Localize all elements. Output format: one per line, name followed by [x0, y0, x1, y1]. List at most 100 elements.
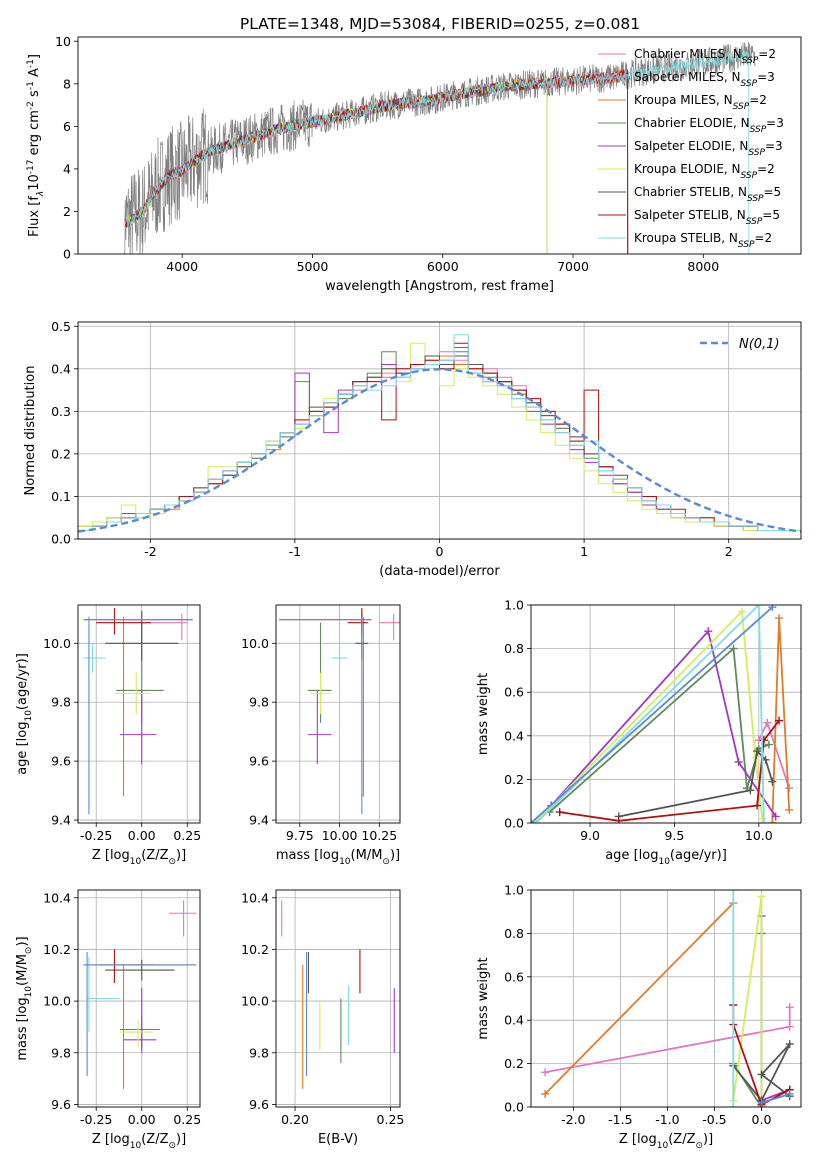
- y-axis-label-part: -17: [26, 160, 36, 175]
- panel-age-vs-mass: 9.75 10.00 10.25 9.4 9.6 9.8 10.0 mass [log10(M…: [241, 604, 401, 867]
- legend-label: Chabrier STELIB, NSSP=5: [634, 185, 781, 204]
- y-tick-label: 9.6: [249, 754, 269, 769]
- axes-frame: [530, 889, 802, 1108]
- panel-mass-vs-ebv: 0.20 0.25 9.6 9.8 10.0 10.2 10.4 E(B-V): [241, 889, 405, 1147]
- chart-title: PLATE=1348, MJD=53084, FIBERID=0255, z=0…: [240, 15, 640, 33]
- weight-marker: [775, 716, 784, 725]
- y-axis-label-part: -2: [26, 101, 36, 110]
- x-axis-label-part: age [: [605, 848, 638, 863]
- axes-frame: [77, 321, 802, 540]
- axes: 4000 5000 6000 7000 8000 0 2 4 6 8 10 wavelength [A…: [26, 34, 802, 294]
- legend-label: Chabrier ELODIE, NSSP=3: [634, 116, 784, 135]
- panel-age-vs-Z: -0.25 0.00 0.259.49.69.810.0Z [log10(Z/Z⊙)…: [15, 604, 201, 867]
- x-axis-label-part: log: [319, 848, 339, 863]
- y-axis-label-part: (M/M: [15, 954, 30, 986]
- x-tick-label: 0.25: [173, 828, 201, 843]
- x-axis-label-part: 10: [658, 857, 670, 867]
- x-axis-label-part: )]: [703, 1132, 713, 1147]
- x-axis-label: Z [log10(Z/Z⊙)]: [619, 1132, 713, 1151]
- weight-marker: [729, 644, 738, 653]
- y-tick-label: 0.0: [504, 1100, 524, 1115]
- x-axis-label-part: 10: [339, 857, 351, 867]
- x-axis-label: Z [log10(Z/Z⊙)]: [92, 848, 186, 867]
- panel-mass-weight-vs-Z: -2.0 -1.5 -1.0 -0.5 0.0 0.0 0.2 0.4 0.6 0.8 1.0 Z […: [476, 883, 802, 1151]
- legend-label-part: SSP: [746, 217, 763, 227]
- y-tick-label: 10.2: [241, 942, 269, 957]
- x-tick-label: 9.5: [664, 828, 684, 843]
- axes: 9.75 10.00 10.25 9.4 9.6 9.8 10.0 mass [log10(M…: [241, 604, 401, 867]
- panel-mass-weight-vs-age: 9.0 9.5 10.0 0.0 0.2 0.4 0.6 0.8 1.0 age [log10(a…: [476, 598, 802, 867]
- histogram-step-7: [78, 334, 801, 539]
- y-tick-label: 8: [63, 76, 71, 91]
- weight-line-1: [544, 902, 734, 1095]
- y-axis-label: Normed distribution: [23, 366, 38, 496]
- weight-marker: [768, 605, 777, 612]
- y-tick-label: 0.0: [504, 816, 524, 831]
- axes: -0.25 0.00 0.259.69.810.010.210.4Z [log10(…: [15, 889, 201, 1151]
- y-tick-label: 9.8: [249, 695, 269, 710]
- axes: -2 -1 0 1 2 0.0 0.1 0.2 0.3 0.4 0.5 (data-model)/er…: [23, 319, 802, 579]
- y-tick-label: 0.8: [504, 641, 524, 656]
- x-tick-label: -0.25: [80, 828, 112, 843]
- legend-label: Kroupa ELODIE, NSSP=2: [634, 162, 775, 181]
- legend-label-part: =3: [765, 139, 783, 153]
- x-axis-label-part: (age/yr)]: [670, 848, 727, 863]
- legend-label-part: Kroupa MILES, N: [634, 93, 733, 107]
- x-tick-label: 9.0: [580, 828, 600, 843]
- x-axis-label: (data-model)/error: [379, 564, 500, 579]
- legend-label-part: =2: [757, 162, 775, 176]
- weight-marker: [757, 892, 766, 901]
- weight-marker: [757, 1070, 766, 1079]
- legend-label-part: SSP: [741, 171, 758, 181]
- y-axis-label-part: 10: [27, 174, 42, 191]
- weight-marker: [614, 816, 623, 823]
- y-axis-label-part: mass [: [15, 1017, 30, 1060]
- x-tick-label: 0.00: [128, 1112, 156, 1127]
- x-axis-label-part: (Z/Z: [668, 1132, 695, 1147]
- y-axis-label-part: 10: [24, 986, 34, 998]
- legend-label-part: Chabrier ELODIE, N: [634, 116, 750, 130]
- y-tick-label: 0.6: [504, 969, 524, 984]
- x-axis-label-part: log: [639, 848, 659, 863]
- weight-line-2: [549, 646, 770, 813]
- y-tick-label: 0.6: [504, 685, 524, 700]
- x-tick-label: 0.25: [377, 1112, 405, 1127]
- weight-marker: [753, 801, 762, 810]
- y-tick-label: 0: [63, 247, 71, 262]
- legend-label-part: SSP: [741, 79, 758, 89]
- weight-marker: [754, 605, 763, 609]
- x-tick-label: 0.00: [128, 828, 156, 843]
- x-tick-label: 8000: [687, 259, 719, 274]
- x-axis-label: mass [log10(M/M⊙)]: [276, 848, 400, 867]
- y-axis-label-part: ⊙: [24, 947, 34, 955]
- legend-label-part: SSP: [750, 125, 767, 135]
- y-axis-label-part: (age/yr)]: [15, 653, 30, 710]
- legend-label: Salpeter STELIB, NSSP=5: [634, 208, 780, 227]
- y-tick-label: 10.4: [241, 890, 269, 905]
- legend-label-part: =2: [758, 47, 776, 61]
- weight-line-8: [531, 606, 773, 823]
- y-tick-label: 9.6: [51, 1097, 71, 1112]
- legend-label: Kroupa STELIB, NSSP=2: [634, 231, 772, 250]
- y-tick-label: 10.0: [241, 636, 269, 651]
- plot-area: [541, 890, 794, 1107]
- weight-marker: [785, 1003, 794, 1012]
- legend-label-part: SSP: [748, 148, 765, 158]
- x-axis-label-part: (Z/Z: [141, 848, 168, 863]
- x-axis-label-part: ⊙: [168, 857, 176, 867]
- plot-area: [123, 41, 756, 254]
- plot-area: [78, 334, 801, 539]
- plot-area: [279, 607, 400, 815]
- x-tick-label: 6000: [427, 259, 459, 274]
- y-tick-label: 9.4: [249, 813, 269, 828]
- y-tick-label: 6: [63, 119, 71, 134]
- y-tick-label: 0.5: [51, 319, 71, 334]
- y-tick-label: 9.4: [51, 813, 71, 828]
- weight-line-3: [550, 629, 777, 818]
- y-axis-label-part: mass weight: [476, 673, 491, 755]
- x-tick-label: 10.25: [361, 828, 397, 843]
- weight-marker: [785, 805, 794, 814]
- normal-reference-curve: [78, 368, 801, 533]
- x-tick-label: -2: [144, 544, 156, 559]
